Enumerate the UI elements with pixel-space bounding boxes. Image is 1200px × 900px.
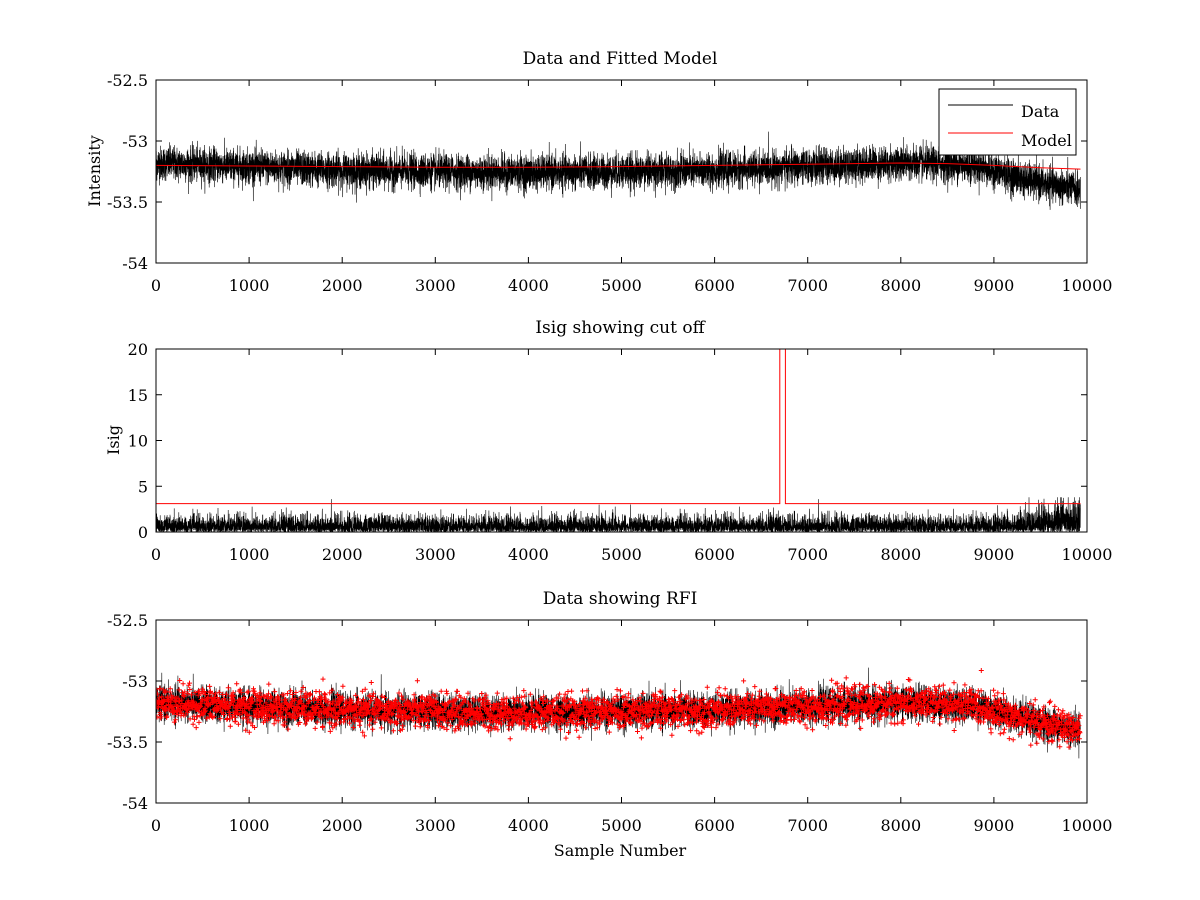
panel3-xtick-label: 7000 <box>787 816 828 835</box>
panel1-ytick-label: -52.5 <box>107 71 148 90</box>
panel2-xtick-label: 9000 <box>974 545 1015 564</box>
panel2-xtick-label: 0 <box>151 545 161 564</box>
panel2-xtick-label: 5000 <box>601 545 642 564</box>
panel3-xtick-label: 9000 <box>974 816 1015 835</box>
panel3-xtick-label: 6000 <box>694 816 735 835</box>
panel3-ytick-label: -53.5 <box>107 733 148 752</box>
panel1-ytick-label: -53 <box>122 132 148 151</box>
panel2-ytick-label: 20 <box>128 340 148 359</box>
panel3-ytick-label: -52.5 <box>107 611 148 630</box>
panel1-xtick-label: 8000 <box>880 276 921 295</box>
panel3-title: Data showing RFI <box>543 589 698 609</box>
panel1-xtick-label: 10000 <box>1062 276 1113 295</box>
panel2-title: Isig showing cut off <box>535 318 706 338</box>
panel2-xtick-label: 1000 <box>229 545 270 564</box>
panel3-xtick-label: 8000 <box>880 816 921 835</box>
panel3-xtick-label: 0 <box>151 816 161 835</box>
panel-data-and-fitted-model: Data and Fitted Model Intensity 0 1000 200… <box>85 49 1112 295</box>
panel3-xtick-label: 1000 <box>229 816 270 835</box>
panel1-ytick-label: -53.5 <box>107 193 148 212</box>
panel1-series-model <box>156 162 1081 170</box>
panel3-xtick-label: 2000 <box>322 816 363 835</box>
panel1-ytick-label: -54 <box>122 254 148 273</box>
panel2-xtick-label: 2000 <box>322 545 363 564</box>
panel3-series-rfi <box>156 668 1083 750</box>
panel3-xlabel: Sample Number <box>554 841 687 860</box>
panel3-ytick-label: -53 <box>122 672 148 691</box>
panel2-xtick-label: 10000 <box>1062 545 1113 564</box>
panel1-xtick-label: 0 <box>151 276 161 295</box>
panel-isig-cut-off: Isig showing cut off Isig 0 1000 2000 3000 4… <box>104 318 1112 564</box>
panel3-xtick-label: 5000 <box>601 816 642 835</box>
panel2-ytick-label: 10 <box>128 432 148 451</box>
panel1-xtick-label: 4000 <box>508 276 549 295</box>
panel2-ticks: 0 1000 2000 3000 4000 5000 6000 7000 8000 9000 100… <box>128 340 1113 564</box>
panel2-ytick-label: 5 <box>138 477 148 496</box>
panel1-ylabel: Intensity <box>85 135 104 207</box>
panel1-xtick-label: 2000 <box>322 276 363 295</box>
panel2-xtick-label: 6000 <box>694 545 735 564</box>
panel3-xtick-label: 4000 <box>508 816 549 835</box>
panel1-xtick-label: 7000 <box>787 276 828 295</box>
panel2-xtick-label: 8000 <box>880 545 921 564</box>
legend-model-label: Model <box>1021 131 1072 150</box>
panel2-ytick-label: 15 <box>128 386 148 405</box>
panel2-xtick-label: 4000 <box>508 545 549 564</box>
legend-data-label: Data <box>1021 102 1060 121</box>
panel1-xtick-label: 6000 <box>694 276 735 295</box>
panel1-ticks: 0 1000 2000 3000 4000 5000 6000 7000 8000 9000 100… <box>107 71 1112 295</box>
panel3-xtick-label: 10000 <box>1062 816 1113 835</box>
panel1-xtick-label: 1000 <box>229 276 270 295</box>
panel1-xtick-label: 5000 <box>601 276 642 295</box>
legend-box <box>938 88 1077 156</box>
panel2-series-isig <box>156 497 1081 532</box>
panel3-xtick-label: 3000 <box>415 816 456 835</box>
panel2-series-cut-off <box>156 349 1081 505</box>
panel2-ylabel: Isig <box>104 425 123 455</box>
panel1-xtick-label: 3000 <box>415 276 456 295</box>
panel2-xtick-label: 3000 <box>415 545 456 564</box>
panel3-ticks: 0 1000 2000 3000 4000 5000 6000 7000 8000 9000 100… <box>107 611 1112 835</box>
panel1-title: Data and Fitted Model <box>523 49 718 69</box>
panel2-ytick-label: 0 <box>138 523 148 542</box>
panel1-xtick-label: 9000 <box>974 276 1015 295</box>
legend: Data Model <box>938 88 1077 156</box>
panel-data-showing-rfi: Data showing RFI Sample Number 0 1000 2000… <box>107 589 1112 860</box>
panel3-ytick-label: -54 <box>122 794 148 813</box>
panel2-xtick-label: 7000 <box>787 545 828 564</box>
